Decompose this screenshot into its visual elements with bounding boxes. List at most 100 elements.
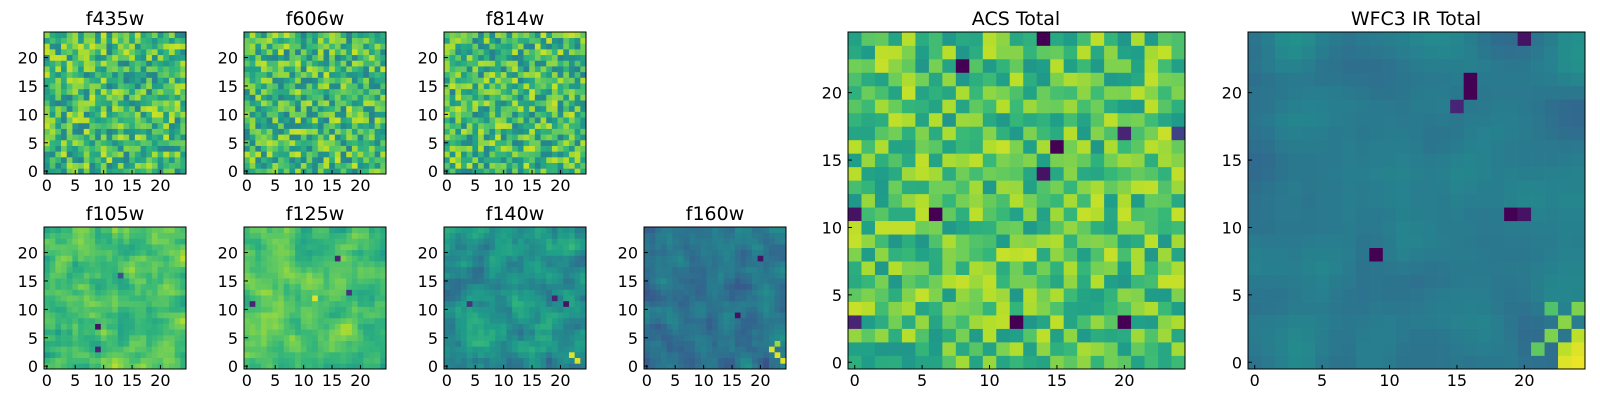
heatmap-cell [100, 88, 107, 95]
heatmap-cell [368, 139, 375, 146]
heatmap-cell [706, 278, 713, 285]
heatmap-cell [368, 363, 375, 370]
heatmap-cell [174, 117, 181, 124]
heatmap-cell [489, 49, 496, 56]
heatmap-cell [580, 117, 587, 124]
heatmap-cell [100, 66, 107, 73]
heatmap-cell [261, 168, 268, 175]
heatmap-cell [523, 266, 530, 273]
heatmap-cell [295, 94, 302, 101]
heatmap-cell [351, 94, 358, 101]
heatmap-cell [300, 128, 307, 135]
heatmap-cell [763, 357, 770, 364]
heatmap-cell [380, 37, 387, 44]
heatmap-cell [751, 272, 758, 279]
heatmap-cell [357, 139, 364, 146]
heatmap-cell [461, 66, 468, 73]
heatmap-cell [100, 77, 107, 84]
heatmap-cell [317, 134, 324, 141]
heatmap-cell [89, 266, 96, 273]
heatmap-cell [129, 272, 136, 279]
heatmap-cell [272, 77, 279, 84]
heatmap-cell [323, 334, 330, 341]
heatmap-cell [546, 88, 553, 95]
heatmap-cell [563, 272, 570, 279]
heatmap-cell [495, 168, 502, 175]
y-tick-label: 10 [418, 105, 438, 124]
heatmap-cell [874, 153, 889, 168]
heatmap-cell [95, 94, 102, 101]
heatmap-cell [540, 351, 547, 358]
heatmap-cell [66, 283, 73, 290]
heatmap-cell [61, 156, 68, 163]
x-tick-label: 10 [293, 371, 313, 390]
heatmap-cell [689, 317, 696, 324]
heatmap-cell [168, 283, 175, 290]
heatmap-cell [489, 306, 496, 313]
heatmap-cell [261, 54, 268, 61]
heatmap-cell [506, 88, 513, 95]
heatmap-cell [495, 83, 502, 90]
heatmap-cell [734, 227, 741, 234]
heatmap-cell [83, 88, 90, 95]
heatmap-cell [134, 43, 141, 50]
heatmap-cell [444, 117, 451, 124]
heatmap-cell [472, 100, 479, 107]
heatmap-cell [55, 134, 62, 141]
heatmap-cell [734, 351, 741, 358]
heatmap-cell [300, 37, 307, 44]
heatmap-cell [774, 295, 781, 302]
heatmap-cell [134, 168, 141, 175]
heatmap-cell [517, 88, 524, 95]
heatmap-cell [568, 43, 575, 50]
heatmap-cell [363, 323, 370, 330]
heatmap-cell [712, 312, 719, 319]
heatmap-cells [644, 227, 787, 370]
heatmap-cell [466, 249, 473, 256]
heatmap-cell [374, 77, 381, 84]
heatmap-cell [529, 49, 536, 56]
heatmap-cell [1131, 166, 1145, 181]
heatmap-cell [334, 249, 341, 256]
heatmap-cell [89, 232, 96, 239]
heatmap-cell [266, 334, 273, 341]
heatmap-cell [472, 289, 479, 296]
heatmap-cell [672, 238, 679, 245]
heatmap-cell [89, 283, 96, 290]
heatmap-cell [255, 83, 262, 90]
heatmap-cell [683, 283, 690, 290]
heatmap-cell [574, 100, 581, 107]
heatmap-cell [540, 312, 547, 319]
heatmap-cell [928, 193, 943, 208]
heatmap-cell [540, 334, 547, 341]
heatmap-cell [546, 266, 553, 273]
heatmap-cell [563, 88, 570, 95]
heatmap-cell [89, 317, 96, 324]
heatmap-cell [534, 117, 541, 124]
heatmap-cell [72, 340, 79, 347]
heatmap-cell [357, 162, 364, 169]
heatmap-cell [306, 289, 313, 296]
heatmap-cell [380, 306, 387, 313]
heatmap-cell [563, 83, 570, 90]
heatmap-cell [346, 139, 353, 146]
heatmap-cell [540, 60, 547, 67]
heatmap-cell [112, 71, 119, 78]
heatmap-cell [1009, 328, 1024, 343]
heatmap-cell [1063, 153, 1078, 168]
heatmap-cell [489, 363, 496, 370]
heatmap-cell [174, 77, 181, 84]
heatmap-cell [312, 363, 319, 370]
heatmap-cell [272, 100, 279, 107]
heatmap-cell [363, 255, 370, 262]
heatmap-cell [346, 60, 353, 67]
heatmap-cell [483, 151, 490, 158]
heatmap-cell [157, 329, 164, 336]
heatmap-cell [306, 32, 313, 39]
heatmap-cell [529, 37, 536, 44]
heatmap-cell [1144, 153, 1159, 168]
heatmap-cell [529, 351, 536, 358]
heatmap-cell [455, 134, 462, 141]
heatmap-cell [289, 357, 296, 364]
heatmap-cell [272, 249, 279, 256]
